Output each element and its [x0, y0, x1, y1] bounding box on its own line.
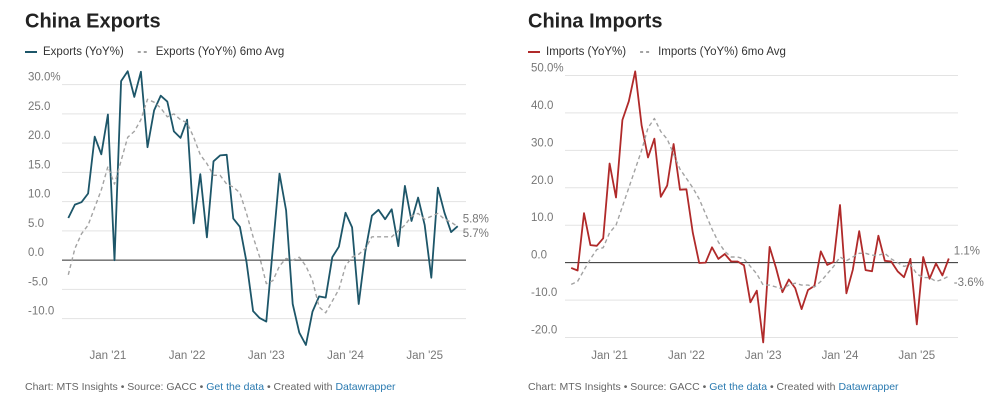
y-tick-label: -10.0	[28, 306, 54, 318]
data-link[interactable]: Get the data	[709, 381, 768, 393]
footer: Chart: MTS Insights • Source: GACC • Get…	[25, 381, 396, 393]
y-tick-label: -5.0	[28, 276, 48, 288]
y-tick-label: 20.0	[531, 175, 553, 187]
chart-title: China Imports	[528, 10, 662, 32]
x-tick-label: Jan '23	[248, 350, 285, 362]
y-tick-label: 40.0	[531, 100, 553, 112]
x-tick-label: Jan '24	[327, 350, 364, 362]
footer-source: Chart: MTS Insights • Source: GACC •	[25, 381, 204, 393]
credit-link[interactable]: Datawrapper	[335, 381, 396, 393]
legend-label: Exports (YoY%)	[43, 46, 124, 58]
legend-label: Exports (YoY%) 6mo Avg	[156, 46, 284, 58]
legend-label: Imports (YoY%)	[546, 46, 626, 58]
legend-label: Imports (YoY%) 6mo Avg	[658, 46, 786, 58]
y-tick-label: 30.0%	[28, 72, 61, 84]
data-link[interactable]: Get the data	[206, 381, 265, 393]
y-tick-label: -20.0	[531, 325, 557, 337]
x-tick-label: Jan '23	[745, 350, 782, 362]
data-line	[67, 70, 459, 346]
y-tick-label: 50.0%	[531, 63, 564, 75]
end-label: 5.7%	[463, 228, 489, 240]
y-tick-label: 20.0	[28, 130, 50, 142]
x-tick-label: Jan '22	[169, 350, 206, 362]
x-tick-label: Jan '21	[591, 350, 628, 362]
x-tick-label: Jan '25	[898, 350, 935, 362]
data-line	[570, 117, 950, 290]
y-tick-label: 30.0	[531, 137, 553, 149]
end-label: -3.6%	[954, 277, 984, 289]
x-tick-label: Jan '25	[406, 350, 443, 362]
y-tick-label: 0.0	[531, 250, 547, 262]
x-tick-label: Jan '21	[90, 350, 127, 362]
data-line	[570, 70, 950, 344]
end-label: 1.1%	[954, 246, 980, 258]
credit-link[interactable]: Datawrapper	[838, 381, 899, 393]
end-label: 5.8%	[463, 213, 489, 225]
footer-source: Chart: MTS Insights • Source: GACC •	[528, 381, 707, 393]
y-tick-label: 5.0	[28, 218, 44, 230]
footer: Chart: MTS Insights • Source: GACC • Get…	[528, 381, 899, 393]
footer-credit: • Created with	[266, 381, 333, 393]
footer-credit: • Created with	[769, 381, 836, 393]
chart-title: China Exports	[25, 10, 161, 32]
y-tick-label: 15.0	[28, 159, 50, 171]
y-tick-label: 10.0	[531, 212, 553, 224]
y-tick-label: -10.0	[531, 287, 557, 299]
y-tick-label: 0.0	[28, 247, 44, 259]
data-line	[67, 98, 459, 314]
x-tick-label: Jan '24	[822, 350, 859, 362]
y-tick-label: 10.0	[28, 189, 50, 201]
x-tick-label: Jan '22	[668, 350, 705, 362]
y-tick-label: 25.0	[28, 101, 50, 113]
